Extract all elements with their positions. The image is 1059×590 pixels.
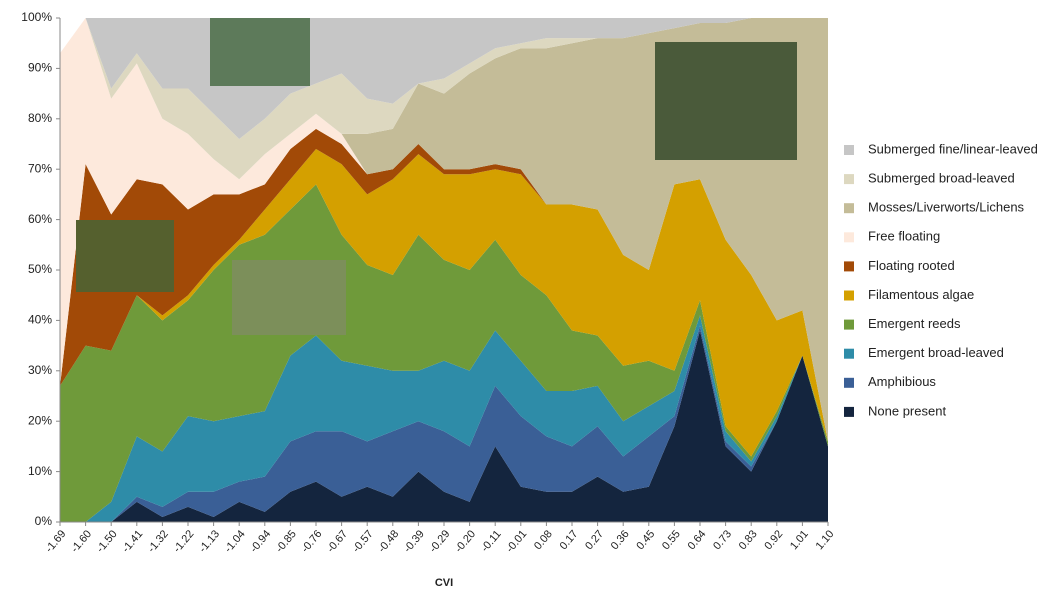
area	[60, 315, 828, 522]
x-tick-label: -0.01	[504, 528, 529, 555]
y-tick-label: 20%	[28, 413, 52, 427]
photo	[655, 42, 797, 160]
x-tick-label: 0.92	[762, 528, 785, 552]
legend-swatch	[844, 290, 854, 301]
x-tick-label: -1.22	[171, 528, 196, 555]
photo	[232, 260, 346, 335]
x-tick-label: 0.08	[532, 528, 555, 552]
x-tick-label: -0.76	[299, 528, 324, 555]
legend-label: Submerged fine/linear-leaved	[868, 141, 1038, 156]
legend-swatch	[844, 348, 854, 359]
y-tick-label: 80%	[28, 111, 52, 125]
y-tick-label: 10%	[28, 464, 52, 478]
x-tick-label: -0.39	[402, 528, 427, 555]
legend-swatch	[844, 203, 854, 214]
x-tick-label: -0.29	[427, 528, 452, 555]
x-tick-label: -0.94	[248, 528, 273, 555]
x-tick-label: -1.60	[69, 528, 94, 555]
x-tick-label: 0.27	[583, 528, 606, 552]
x-tick-label: -0.67	[325, 528, 350, 555]
area	[60, 128, 828, 442]
legend-swatch	[844, 232, 854, 243]
y-tick-label: 30%	[28, 363, 52, 377]
legend-label: Filamentous algae	[868, 287, 974, 302]
x-tick-label: 0.64	[686, 528, 709, 552]
x-tick-label: -0.11	[479, 528, 504, 554]
x-tick-label: -0.48	[376, 528, 401, 555]
legend-label: Emergent reeds	[868, 316, 961, 331]
y-tick-label: 70%	[28, 161, 52, 175]
x-tick-label: 0.73	[711, 528, 734, 552]
legend-swatch	[844, 406, 854, 417]
legend-label: Submerged broad-leaved	[868, 171, 1015, 186]
y-tick-label: 50%	[28, 262, 52, 276]
x-tick-label: 1.01	[788, 528, 811, 552]
area	[60, 325, 828, 522]
legend-label: Amphibious	[868, 374, 936, 389]
legend-label: Mosses/Liverworts/Lichens	[868, 200, 1025, 215]
x-tick-label: 0.45	[634, 528, 657, 552]
x-tick-label: -1.13	[197, 528, 222, 555]
x-tick-label: -1.50	[94, 528, 119, 555]
x-tick-label: -0.20	[453, 528, 478, 555]
y-tick-label: 100%	[21, 10, 52, 24]
photo	[210, 18, 310, 86]
x-tick-label: 1.10	[814, 528, 837, 552]
y-tick-label: 40%	[28, 313, 52, 327]
x-tick-label: -1.04	[222, 528, 247, 555]
legend-label: None present	[868, 403, 946, 418]
legend-swatch	[844, 319, 854, 330]
x-tick-label: 0.17	[558, 528, 581, 552]
photo	[76, 220, 174, 292]
x-tick-label: -0.57	[350, 528, 375, 555]
x-tick-label: 0.55	[660, 528, 683, 552]
legend-label: Free floating	[868, 229, 940, 244]
y-tick-label: 60%	[28, 212, 52, 226]
x-tick-label: 0.83	[737, 528, 760, 552]
area	[60, 18, 828, 180]
x-tick-label: -1.69	[43, 528, 68, 555]
legend-swatch	[844, 145, 854, 155]
x-tick-label: -1.41	[120, 528, 145, 555]
legend-label: Emergent broad-leaved	[868, 345, 1004, 360]
area	[60, 149, 828, 457]
x-tick-label: -0.85	[274, 528, 299, 555]
legend-swatch	[844, 377, 854, 388]
y-tick-label: 90%	[28, 61, 52, 75]
legend-swatch	[844, 261, 854, 272]
x-tick-label: -1.32	[146, 528, 171, 555]
legend-label: Floating rooted	[868, 258, 955, 273]
legend-swatch	[844, 174, 854, 185]
x-axis-label: CVI	[435, 577, 453, 589]
y-tick-label: 0%	[35, 514, 53, 528]
x-tick-label: 0.36	[609, 528, 632, 552]
area	[60, 18, 828, 442]
